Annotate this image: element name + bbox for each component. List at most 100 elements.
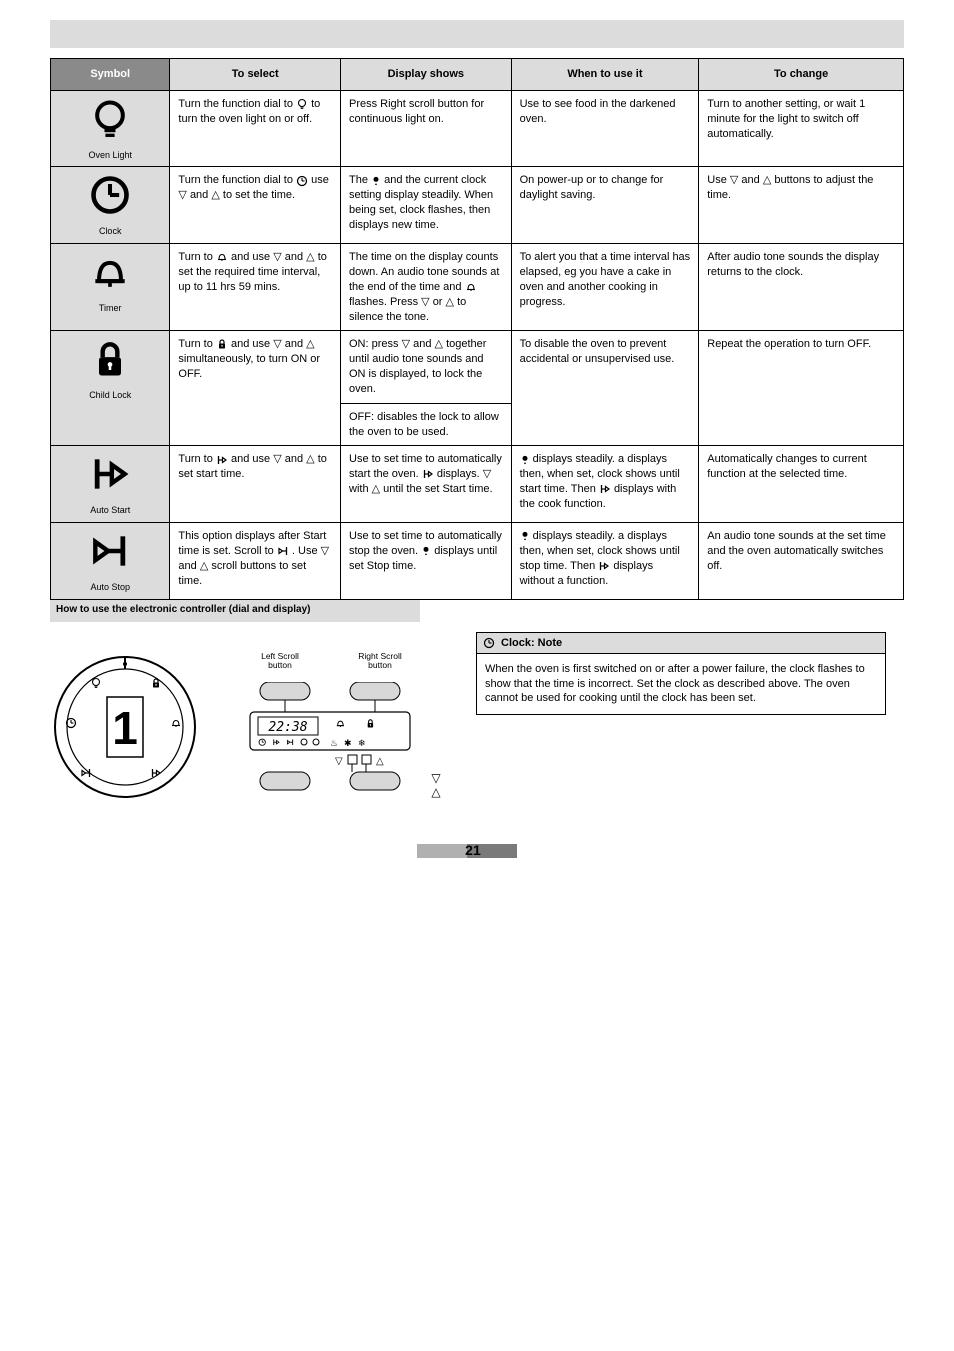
bell-icon [465, 281, 477, 293]
up-icon: △ [763, 174, 771, 186]
auto-stop-when: displays steadily. a displays then, when… [511, 523, 699, 600]
timer-label: Timer [59, 303, 161, 314]
auto-start-change: Automatically changes to current functio… [699, 446, 904, 523]
row-clock: Clock Turn the function dial to use ▽ an… [51, 167, 904, 244]
auto-dot-icon [520, 531, 530, 541]
down-icon: ▽ [483, 468, 491, 480]
auto-dot-icon [371, 176, 381, 186]
auto-stop-select: This option displays after Start time is… [170, 523, 341, 600]
down-icon: ▽ [273, 338, 281, 350]
down-icon: ▽ [321, 545, 329, 557]
light-icon [88, 97, 132, 146]
clock-note-box: Clock: Note When the oven is first switc… [476, 632, 886, 716]
light-select: Turn the function dial to to turn the ov… [170, 90, 341, 167]
dial-number: 1 [112, 702, 138, 754]
light-when: Use to see food in the darkened oven. [511, 90, 699, 167]
lock-icon [216, 338, 228, 350]
up-icon: △ [446, 296, 454, 308]
auto-start-icon [599, 483, 611, 495]
svg-text:♨: ♨ [330, 738, 338, 748]
auto-start-icon [422, 468, 434, 480]
auto-start-select: Turn to and use ▽ and △ to set start tim… [170, 446, 341, 523]
clock-note-body: When the oven is first switched on or af… [477, 654, 885, 715]
row-auto-start: Auto Start Turn to and use ▽ and △ to se… [51, 446, 904, 523]
svg-text:✱: ✱ [344, 738, 352, 748]
clock-note-title: Clock: Note [501, 637, 562, 649]
timer-change: After audio tone sounds the display retu… [699, 244, 904, 331]
up-icon: △ [306, 453, 314, 465]
svg-text:❄: ❄ [358, 738, 366, 748]
clock-select: Turn the function dial to use ▽ and △ to… [170, 167, 341, 244]
row-auto-stop: Auto Stop This option displays after Sta… [51, 523, 904, 600]
down-icon: ▽ [421, 296, 429, 308]
how-to-header: How to use the electronic controller (di… [50, 600, 420, 622]
clock-icon [483, 637, 495, 649]
down-icon: ▽ [430, 772, 442, 785]
auto-dot-icon [520, 455, 530, 465]
up-icon: △ [200, 560, 208, 572]
down-icon: ▽ [402, 338, 410, 350]
settings-table: Symbol To select Display shows When to u… [50, 58, 904, 600]
auto-stop-label: Auto Stop [59, 582, 161, 593]
auto-start-when: displays steadily. a displays then, when… [511, 446, 699, 523]
lock-label: Child Lock [59, 390, 161, 401]
auto-stop-change: An audio tone sounds at the set time and… [699, 523, 904, 600]
bell-icon [88, 250, 132, 299]
display-time: 22:38 [268, 720, 307, 735]
up-icon: △ [435, 338, 443, 350]
up-icon: △ [372, 483, 380, 495]
caption-left-scroll: Left Scroll button [250, 652, 310, 671]
row-light: Oven Light Turn the function dial to to … [51, 90, 904, 167]
auto-start-icon [598, 560, 610, 572]
clock-display: The and the current clock setting displa… [341, 167, 512, 244]
up-icon: △ [306, 338, 314, 350]
row-timer: Timer Turn to and use ▽ and △ to set the… [51, 244, 904, 331]
timer-display: The time on the display counts down. An … [341, 244, 512, 331]
light-label: Oven Light [59, 150, 161, 161]
auto-start-icon [216, 454, 228, 466]
light-icon [296, 98, 308, 110]
up-icon: △ [430, 786, 442, 799]
col-display: Display shows [341, 59, 512, 91]
timer-select: Turn to and use ▽ and △ to set the requi… [170, 244, 341, 331]
lock-display-on: ON: press ▽ and △ together until audio t… [341, 331, 512, 403]
lock-icon [88, 337, 132, 386]
page-number: 21 [50, 842, 904, 858]
auto-stop-icon [277, 545, 289, 557]
down-icon: ▽ [730, 174, 738, 186]
lock-when: To disable the oven to prevent accidenta… [511, 331, 699, 446]
auto-start-icon [88, 452, 132, 501]
lock-display-off: OFF: disables the lock to allow the oven… [341, 403, 512, 446]
clock-icon [296, 175, 308, 187]
col-when: When to use it [511, 59, 699, 91]
clock-label: Clock [59, 226, 161, 237]
display-panel-icon: 22:38 ♨ ✱ ❄ ▽ [240, 682, 420, 792]
col-symbol: Symbol [51, 59, 170, 91]
up-icon: △ [211, 189, 219, 201]
clock-icon [88, 173, 132, 222]
timer-when: To alert you that a time interval has el… [511, 244, 699, 331]
lock-change: Repeat the operation to turn OFF. [699, 331, 904, 446]
up-icon: △ [306, 251, 314, 263]
clock-when: On power-up or to change for daylight sa… [511, 167, 699, 244]
light-display: Press Right scroll button for continuous… [341, 90, 512, 167]
svg-text:△: △ [376, 756, 384, 767]
bell-icon [216, 251, 228, 263]
row-lock: Child Lock Turn to and use ▽ and △ simul… [51, 331, 904, 403]
function-dial-icon: 1 [50, 652, 200, 802]
controller-figure: 1 22:38 [50, 632, 460, 812]
light-change: Turn to another setting, or wait 1 minut… [699, 90, 904, 167]
down-icon: ▽ [273, 251, 281, 263]
lock-select: Turn to and use ▽ and △ simultaneously, … [170, 331, 341, 446]
auto-stop-icon [88, 529, 132, 578]
auto-start-label: Auto Start [59, 505, 161, 516]
section-header-bar [50, 20, 904, 48]
clock-change: Use ▽ and △ buttons to adjust the time. [699, 167, 904, 244]
col-select: To select [170, 59, 341, 91]
svg-text:▽: ▽ [335, 756, 343, 767]
caption-right-scroll: Right Scroll button [350, 652, 410, 671]
down-icon: ▽ [273, 453, 281, 465]
down-icon: ▽ [178, 189, 186, 201]
auto-dot-icon [421, 546, 431, 556]
col-change: To change [699, 59, 904, 91]
